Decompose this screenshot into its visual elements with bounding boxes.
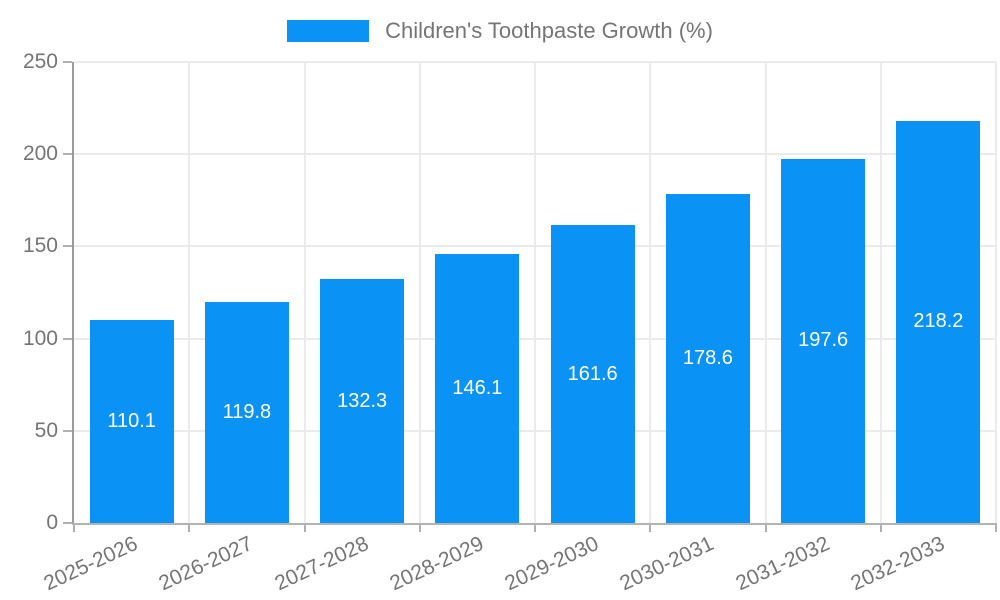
y-axis-tick [63,61,72,63]
x-axis-category-label: 2031-2032 [732,532,833,596]
y-axis-tick-label: 100 [22,326,58,350]
y-axis-tick-label: 0 [46,511,58,534]
x-axis-category-label: 2029-2030 [501,532,603,596]
x-axis-label-anchor: 2028-2029 [257,532,487,595]
bar-2027-2028[interactable]: 132.3 [320,279,405,523]
x-axis-category-label: 2030-2031 [616,532,718,596]
bar-value-label: 218.2 [913,310,964,333]
v-gridline [188,62,191,523]
bar-2029-2030[interactable]: 161.6 [550,225,635,523]
bar-2032-2033[interactable]: 218.2 [896,120,981,523]
y-axis-tick-label: 200 [22,142,58,166]
v-gridline [534,62,536,523]
x-axis-tick [764,523,767,532]
bar-2026-2027[interactable]: 119.8 [204,302,289,523]
bar-value-label: 119.8 [222,401,272,424]
v-gridline [764,62,767,523]
x-axis-label-anchor: 2026-2027 [27,532,257,595]
v-gridline [995,62,997,523]
bar-2025-2026[interactable]: 110.1 [89,319,174,523]
x-axis-label-anchor: 2027-2028 [142,532,372,595]
x-axis-label-anchor: 2025-2026 [0,532,142,595]
v-gridline [649,62,652,523]
x-axis-category-label: 2032-2033 [847,532,949,596]
bar-2028-2029[interactable]: 146.1 [435,253,520,523]
y-axis-tick [63,245,72,248]
x-axis-line [72,523,996,525]
v-gridline [879,62,882,523]
x-axis-category-label: 2026-2027 [155,532,257,596]
x-axis-tick [995,523,997,532]
legend-label: Children's Toothpaste Growth (%) [385,18,713,43]
v-gridline [303,62,306,523]
x-axis-tick [188,523,191,532]
x-axis-category-label: 2025-2026 [40,532,142,596]
x-axis-label-anchor: 2029-2030 [373,532,603,595]
y-axis-tick [63,522,72,524]
x-axis-tick [649,523,652,532]
y-axis-line [72,62,74,525]
y-axis-tick-label: 50 [34,418,58,442]
x-axis-tick [303,523,306,532]
plot-area: 0 50 100 150 200 250 110.1 2025-2026 119.8 2026-2… [23,50,997,595]
v-gridline [418,62,421,523]
bar-value-label: 110.1 [107,409,156,432]
legend-swatch-icon [287,20,370,42]
bar-value-label: 161.6 [567,362,618,385]
x-axis-category-label: 2027-2028 [271,532,372,596]
bar-value-label: 197.6 [798,329,849,352]
bar-value-label: 178.6 [682,346,733,369]
x-axis-label-anchor: 2031-2032 [603,532,833,595]
y-axis-tick [63,153,72,156]
x-axis-tick [534,523,536,532]
y-axis-tick [63,429,72,432]
x-axis-label-anchor: 2030-2031 [488,532,718,595]
bar-2030-2031[interactable]: 178.6 [665,193,750,523]
x-axis-tick [879,523,882,532]
x-axis-tick [73,523,75,532]
bar-2031-2032[interactable]: 197.6 [781,158,866,523]
bar-value-label: 132.3 [337,389,388,412]
x-axis-label-anchor: 2032-2033 [718,532,948,595]
y-axis-tick-label: 150 [22,234,58,258]
x-axis-category-label: 2028-2029 [386,532,488,596]
y-axis-tick-label: 250 [22,50,58,73]
y-axis-tick [63,337,72,340]
x-axis-tick [418,523,421,532]
bar-value-label: 146.1 [452,376,503,399]
legend[interactable]: Children's Toothpaste Growth (%) [0,17,1000,45]
